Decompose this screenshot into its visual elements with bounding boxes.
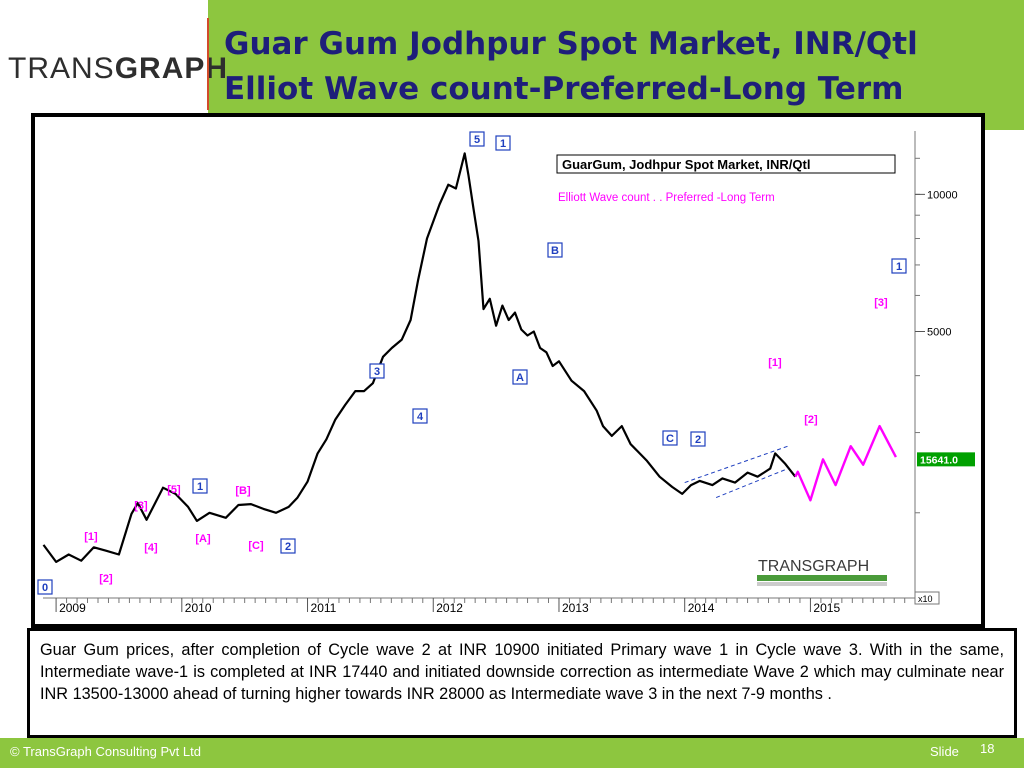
wave-label: [2] — [99, 573, 113, 585]
wave-label-box — [280, 538, 296, 554]
wave-label-boxed: 0 — [37, 579, 53, 595]
wave-label-text: [2] — [99, 573, 113, 585]
wave-label-text: [B] — [235, 485, 251, 497]
wave-label-text: [1] — [84, 531, 98, 543]
wave-label-boxed: 1 — [495, 135, 511, 151]
wave-label-boxed: 3 — [369, 363, 385, 379]
wave-label: [1] — [768, 357, 782, 369]
wave-label-text: 3 — [374, 366, 380, 378]
channel-upper-line — [684, 445, 788, 484]
logo-thin-text: TRANS — [8, 52, 115, 85]
last-price-label: 15641.0 — [920, 454, 958, 466]
wave-label-boxed: B — [547, 242, 563, 258]
wave-label: [C] — [248, 540, 264, 552]
wave-label-boxed: 2 — [690, 431, 706, 447]
x-tick-label: 2010 — [185, 601, 212, 615]
footer-band: © TransGraph Consulting Pvt Ltd Slide 18 — [0, 738, 1024, 768]
wave-label-text: [3] — [874, 297, 888, 309]
wave-label-text: 2 — [285, 541, 291, 553]
wave-label-boxed: 1 — [891, 258, 907, 274]
wave-label-text: B — [551, 245, 559, 257]
last-price-tag — [917, 452, 975, 467]
wave-label-text: 0 — [42, 582, 48, 594]
x-tick-label: 2009 — [59, 601, 86, 615]
transgraph-logo: TRANSGRAPH — [8, 52, 228, 86]
logo-bold-text: GRAPH — [114, 52, 229, 85]
slide-number: 18 — [980, 741, 995, 756]
wave-label-text: 1 — [500, 138, 506, 150]
chart-title-box — [556, 154, 896, 174]
wave-label: [3] — [134, 500, 148, 512]
wave-label-text: [1] — [768, 357, 782, 369]
wave-label-text: [2] — [804, 414, 818, 426]
wave-label-box — [412, 408, 428, 424]
wave-label-text: [A] — [195, 533, 211, 545]
slide-title: Guar Gum Jodhpur Spot Market, INR/Qtl El… — [224, 22, 1014, 112]
wave-label-boxed: 1 — [192, 478, 208, 494]
multiplier-label: x10 — [918, 594, 933, 604]
wave-label-box — [369, 363, 385, 379]
wave-label-boxed: 4 — [412, 408, 428, 424]
chart-title: GuarGum, Jodhpur Spot Market, INR/Qtl — [562, 157, 810, 172]
wave-label-text: 1 — [896, 261, 902, 273]
title-line-2: Elliot Wave count-Preferred-Long Term — [224, 71, 904, 107]
x-tick-label: 2015 — [813, 601, 840, 615]
multiplier-box — [914, 591, 940, 605]
wave-label-box — [37, 579, 53, 595]
wave-label: [3] — [874, 297, 888, 309]
wave-label: [1] — [84, 531, 98, 543]
logo-area: TRANSGRAPH — [0, 0, 227, 130]
wave-label-text: [4] — [144, 542, 158, 554]
analysis-note: Guar Gum prices, after completion of Cyc… — [27, 628, 1017, 738]
watermark-text: TRANSGRAPH — [758, 558, 869, 575]
y-tick-label: 5000 — [927, 327, 951, 339]
wave-label-box — [547, 242, 563, 258]
x-tick-label: 2011 — [311, 601, 337, 615]
watermark-bar — [757, 575, 887, 581]
wave-label: [5] — [167, 484, 181, 496]
wave-label: [B] — [235, 485, 251, 497]
wave-label-text: [3] — [134, 500, 148, 512]
wave-label-box — [512, 369, 528, 385]
x-tick-label: 2013 — [562, 601, 589, 615]
wave-label-text: 2 — [695, 434, 701, 446]
wave-label: [A] — [195, 533, 211, 545]
wave-label-text: C — [666, 433, 674, 445]
wave-label: [2] — [804, 414, 818, 426]
wave-label-boxed: A — [512, 369, 528, 385]
y-tick-label: 10000 — [927, 189, 958, 201]
price-series-line — [42, 152, 797, 563]
header-divider — [207, 18, 209, 110]
copyright-text: © TransGraph Consulting Pvt Ltd — [10, 744, 201, 759]
wave-label-box — [891, 258, 907, 274]
chart-frame — [31, 113, 985, 628]
wave-label-boxed: C — [662, 430, 678, 446]
wave-label-text: 4 — [417, 411, 424, 423]
wave-label-box — [690, 431, 706, 447]
slide-label: Slide — [930, 744, 959, 759]
wave-label-box — [495, 135, 511, 151]
x-tick-label: 2014 — [688, 601, 715, 615]
wave-label-text: 1 — [197, 481, 203, 493]
chart-subtitle: Elliott Wave count . . Preferred -Long T… — [558, 192, 775, 204]
watermark-bar-2 — [757, 582, 887, 586]
wave-label-boxed: 5 — [469, 131, 485, 147]
x-tick-label: 2012 — [436, 601, 463, 615]
wave-label-box — [469, 131, 485, 147]
channel-lower-line — [715, 468, 788, 499]
wave-label-box — [192, 478, 208, 494]
wave-label-box — [662, 430, 678, 446]
projection-series-line — [794, 424, 897, 502]
title-line-1: Guar Gum Jodhpur Spot Market, INR/Qtl — [224, 26, 918, 62]
wave-label: [4] — [144, 542, 158, 554]
chart-watermark-logo: TRANSGRAPH — [757, 558, 887, 586]
wave-label-text: A — [516, 372, 524, 384]
wave-label-text: [5] — [167, 484, 181, 496]
wave-label-boxed: 2 — [280, 538, 296, 554]
wave-label-text: [C] — [248, 540, 264, 552]
wave-label-text: 5 — [474, 134, 480, 146]
